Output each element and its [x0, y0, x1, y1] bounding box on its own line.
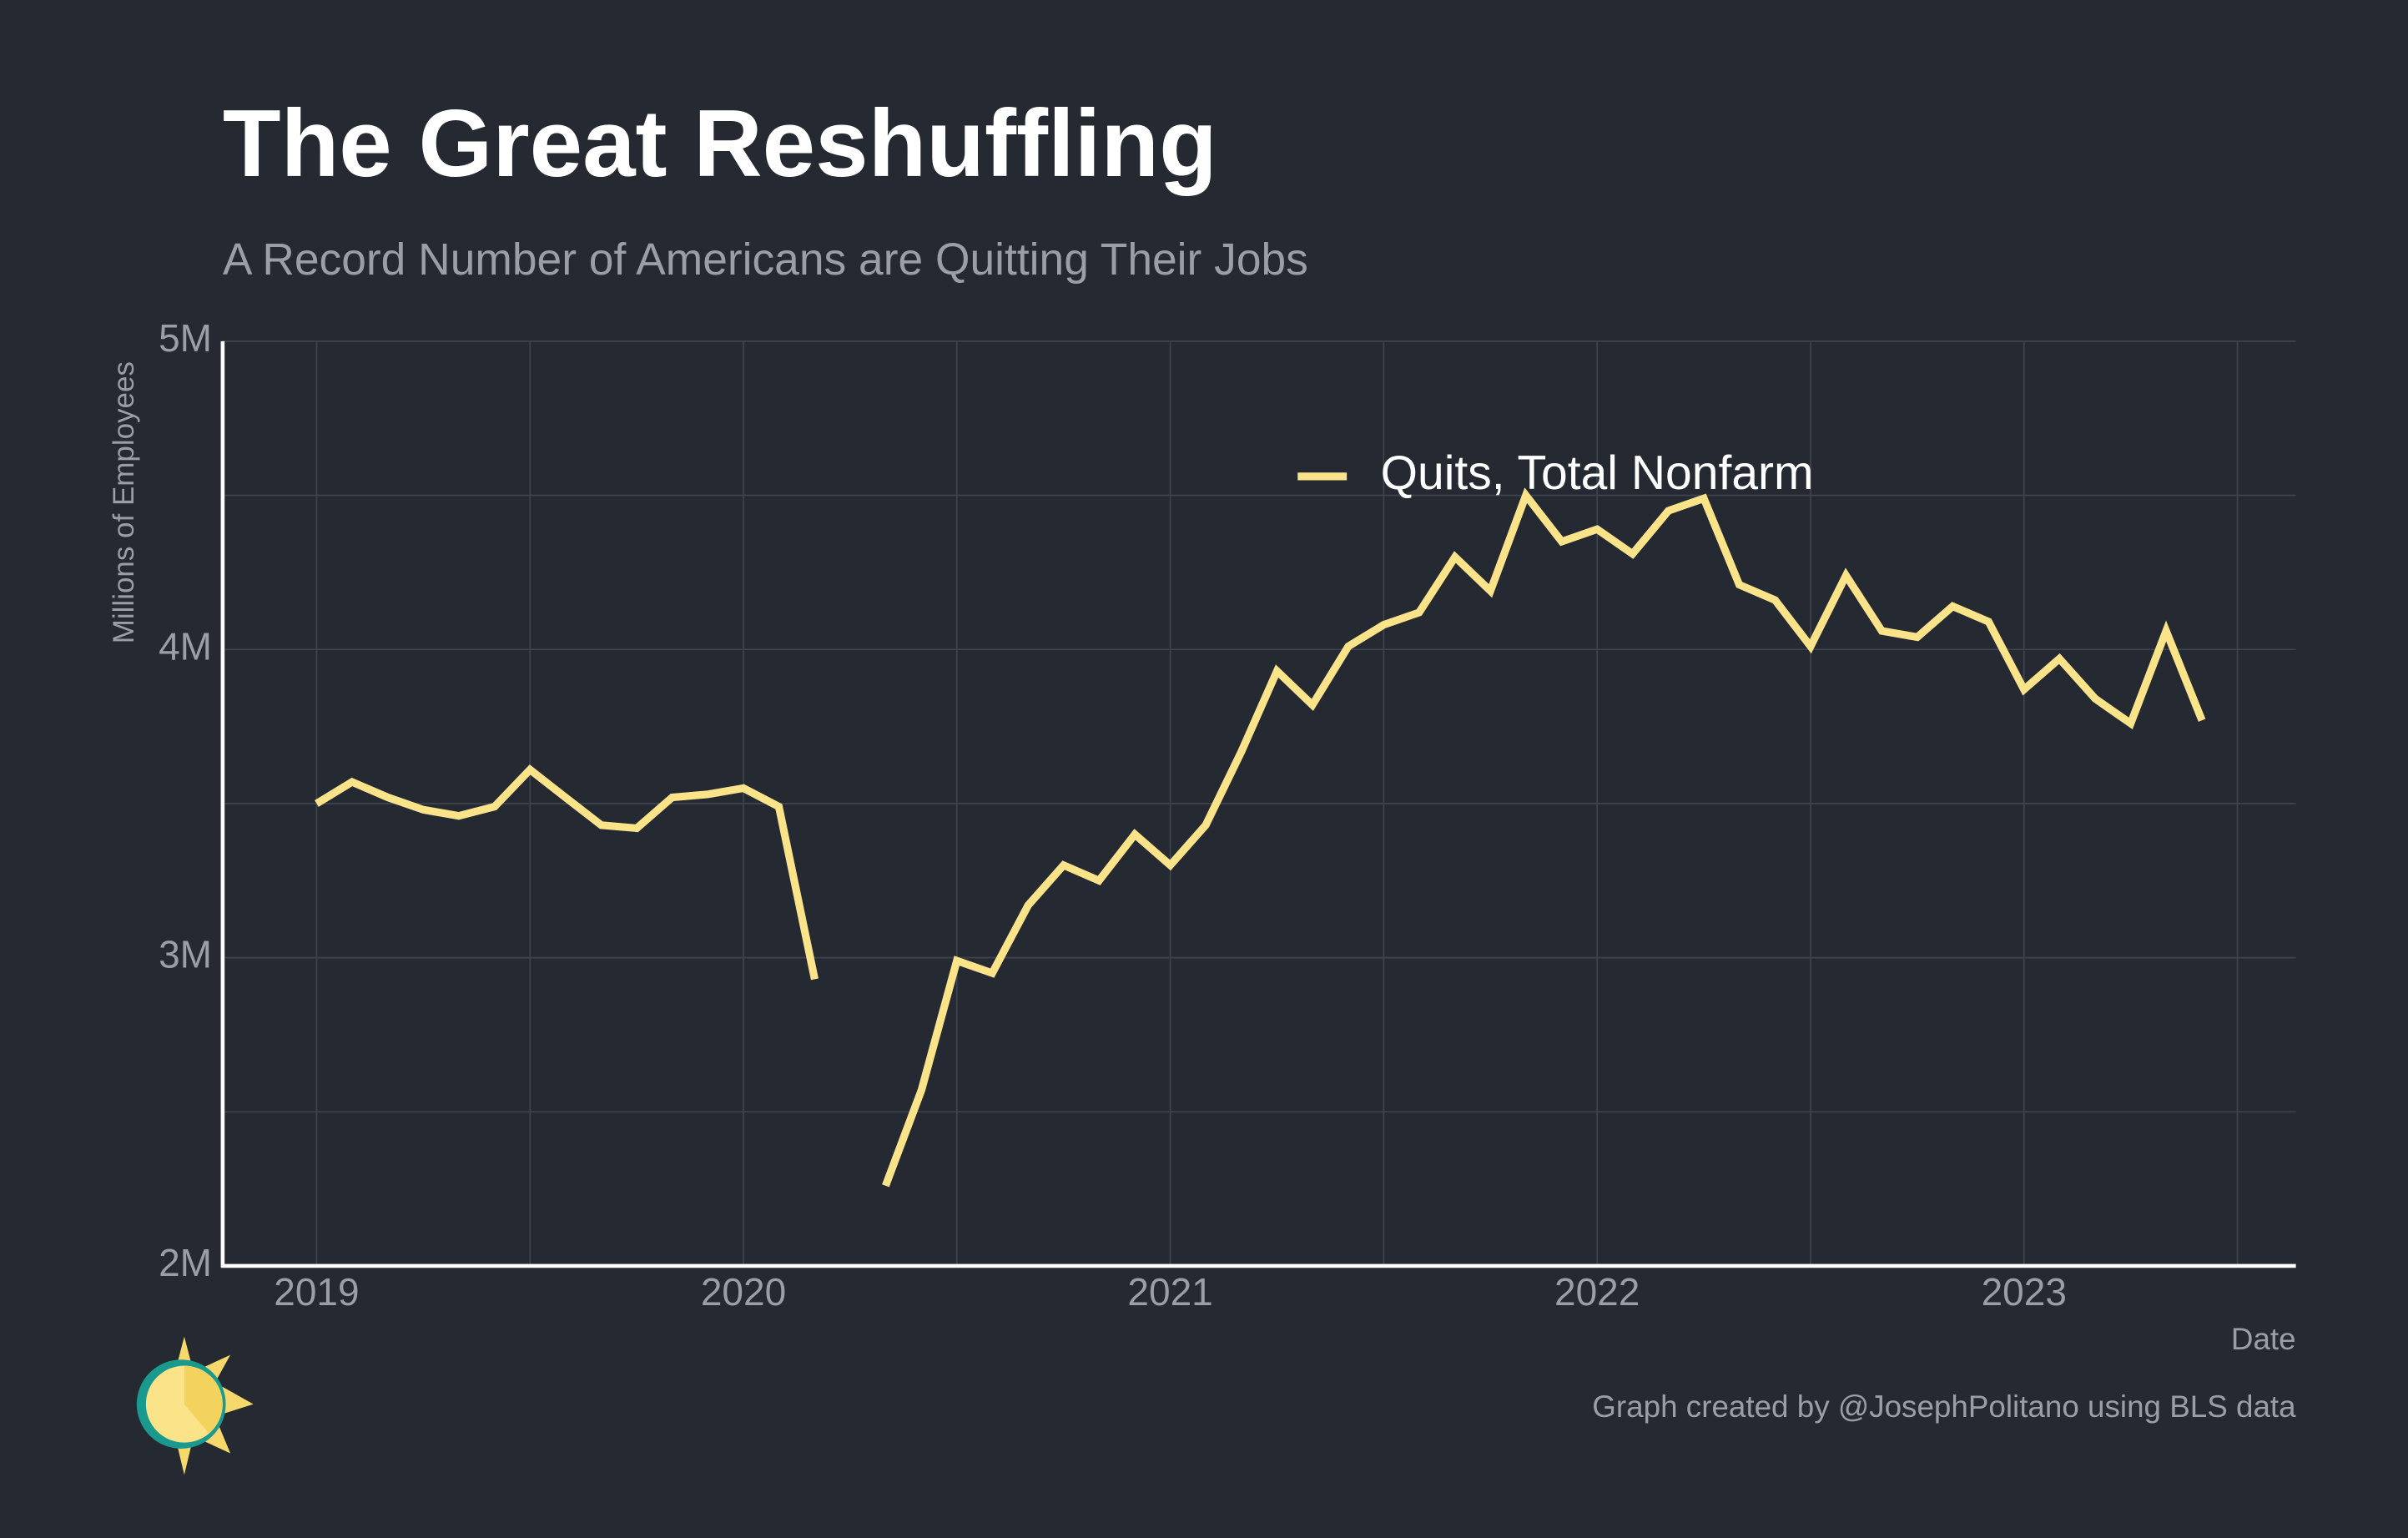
- x-tick-label: 2020: [701, 1270, 786, 1314]
- chart-subtitle: A Record Number of Americans are Quittin…: [223, 235, 1308, 285]
- logo: [136, 1336, 254, 1475]
- y-tick-label: 2M: [159, 1241, 212, 1284]
- x-tick-label: 2019: [274, 1270, 359, 1314]
- chart-title: The Great Reshuffling: [223, 91, 1217, 197]
- series-line: [315, 487, 2206, 1188]
- y-axis-label: Millions of Employees: [108, 361, 140, 643]
- caption: Graph created by @JosephPolitano using B…: [1592, 1389, 2296, 1424]
- y-tick-label: 4M: [159, 624, 212, 668]
- legend-label: Quits, Total Nonfarm: [1381, 446, 1814, 500]
- x-tick-label: 2021: [1127, 1270, 1212, 1314]
- y-tick-label: 3M: [159, 933, 212, 976]
- x-tick-label: 2022: [1554, 1270, 1640, 1314]
- x-axis-label: Date: [2231, 1322, 2296, 1356]
- x-tick-label: 2023: [1982, 1270, 2067, 1314]
- y-tick-label: 5M: [159, 316, 212, 360]
